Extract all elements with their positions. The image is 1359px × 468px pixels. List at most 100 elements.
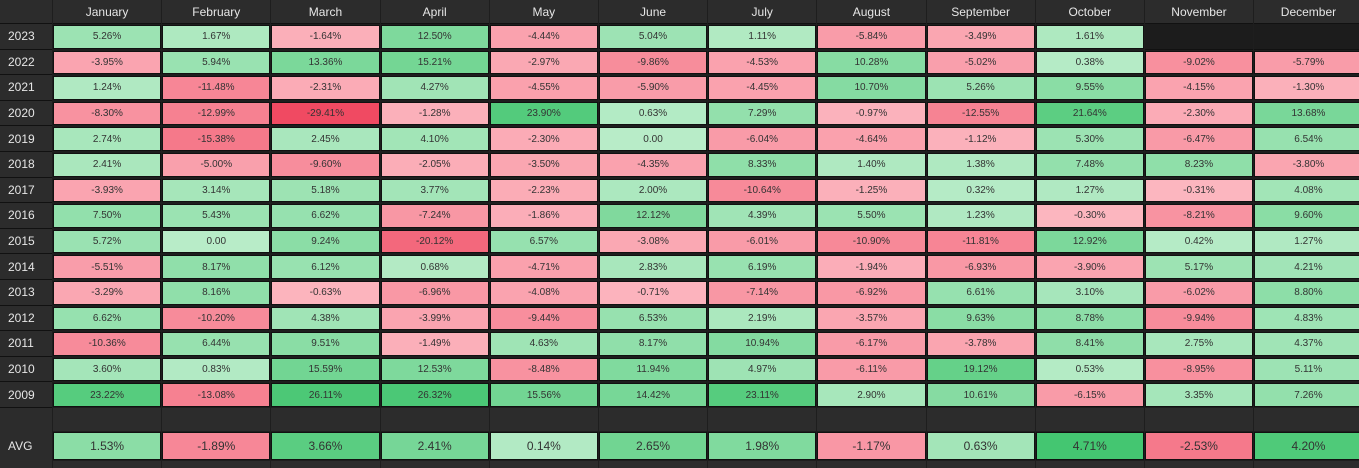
- return-cell[interactable]: 1.24%: [53, 76, 162, 100]
- return-cell[interactable]: 6.19%: [708, 255, 817, 279]
- return-cell[interactable]: 8.41%: [1035, 332, 1144, 356]
- return-cell[interactable]: -4.55%: [489, 76, 598, 100]
- return-cell[interactable]: -4.64%: [817, 127, 926, 151]
- return-cell[interactable]: 2.90%: [817, 383, 926, 407]
- return-cell[interactable]: -0.71%: [598, 280, 708, 305]
- row-header-2021[interactable]: 2021: [0, 75, 52, 101]
- return-cell[interactable]: 8.16%: [162, 280, 271, 305]
- return-cell[interactable]: -5.00%: [162, 152, 271, 177]
- return-cell[interactable]: 7.26%: [1254, 383, 1359, 407]
- return-cell[interactable]: -4.08%: [489, 280, 598, 305]
- return-cell[interactable]: 5.94%: [162, 50, 271, 75]
- return-cell[interactable]: 4.37%: [1254, 332, 1359, 356]
- return-cell[interactable]: 7.50%: [53, 204, 162, 228]
- return-cell[interactable]: -20.12%: [380, 229, 489, 254]
- return-cell[interactable]: -0.31%: [1144, 178, 1254, 203]
- column-header-april[interactable]: April: [380, 0, 489, 24]
- avg-cell-october[interactable]: 4.71%: [1035, 431, 1144, 460]
- return-cell[interactable]: -6.17%: [817, 332, 926, 356]
- return-cell[interactable]: -9.44%: [489, 306, 598, 331]
- avg-cell-july[interactable]: 1.98%: [708, 431, 817, 460]
- return-cell[interactable]: 5.04%: [598, 25, 708, 49]
- return-cell[interactable]: -9.60%: [271, 152, 380, 177]
- return-cell[interactable]: 6.53%: [598, 306, 708, 331]
- return-cell[interactable]: 0.68%: [380, 255, 489, 279]
- return-cell[interactable]: -3.90%: [1035, 255, 1144, 279]
- return-cell[interactable]: -8.95%: [1144, 357, 1254, 382]
- return-cell[interactable]: 10.94%: [708, 332, 817, 356]
- return-cell[interactable]: -1.64%: [271, 25, 380, 49]
- avg-cell-december[interactable]: 4.20%: [1254, 431, 1359, 460]
- return-cell[interactable]: 1.38%: [926, 152, 1035, 177]
- column-header-may[interactable]: May: [489, 0, 598, 24]
- row-header-2015[interactable]: 2015: [0, 228, 52, 255]
- return-cell[interactable]: 4.39%: [708, 204, 817, 228]
- column-header-june[interactable]: June: [598, 0, 708, 24]
- return-cell[interactable]: 4.97%: [708, 357, 817, 382]
- return-cell[interactable]: 5.43%: [162, 204, 271, 228]
- return-cell[interactable]: 1.11%: [708, 25, 817, 49]
- return-cell[interactable]: 9.55%: [1035, 76, 1144, 100]
- return-cell[interactable]: 5.18%: [271, 178, 380, 203]
- row-header-2013[interactable]: 2013: [0, 279, 52, 306]
- return-cell[interactable]: 2.83%: [598, 255, 708, 279]
- return-cell[interactable]: 6.57%: [489, 229, 598, 254]
- return-cell[interactable]: -1.49%: [380, 332, 489, 356]
- row-header-2020[interactable]: 2020: [0, 100, 52, 127]
- row-header-2022[interactable]: 2022: [0, 49, 52, 76]
- return-cell[interactable]: 4.27%: [380, 76, 489, 100]
- avg-cell-august[interactable]: -1.17%: [817, 431, 926, 460]
- return-cell[interactable]: 0.83%: [162, 357, 271, 382]
- return-cell[interactable]: 5.30%: [1035, 127, 1144, 151]
- return-cell[interactable]: -8.21%: [1144, 204, 1254, 228]
- return-cell[interactable]: 4.10%: [380, 127, 489, 151]
- row-header-2010[interactable]: 2010: [0, 356, 52, 383]
- return-cell[interactable]: -3.78%: [926, 332, 1035, 356]
- avg-cell-june[interactable]: 2.65%: [598, 431, 708, 460]
- return-cell[interactable]: 7.29%: [708, 101, 817, 126]
- return-cell[interactable]: 13.36%: [271, 50, 380, 75]
- return-cell[interactable]: -3.99%: [380, 306, 489, 331]
- return-cell[interactable]: 12.50%: [380, 25, 489, 49]
- return-cell[interactable]: 15.59%: [271, 357, 380, 382]
- return-cell[interactable]: -11.48%: [162, 76, 271, 100]
- return-cell[interactable]: -6.92%: [817, 280, 926, 305]
- return-cell[interactable]: -2.97%: [489, 50, 598, 75]
- return-cell[interactable]: 1.40%: [817, 152, 926, 177]
- return-cell[interactable]: -1.86%: [489, 204, 598, 228]
- return-cell[interactable]: -6.11%: [817, 357, 926, 382]
- return-cell[interactable]: 4.38%: [271, 306, 380, 331]
- return-cell[interactable]: -2.30%: [489, 127, 598, 151]
- return-cell[interactable]: -5.02%: [926, 50, 1035, 75]
- return-cell[interactable]: 12.12%: [598, 204, 708, 228]
- return-cell[interactable]: 2.74%: [53, 127, 162, 151]
- return-cell[interactable]: 9.51%: [271, 332, 380, 356]
- row-header-2018[interactable]: 2018: [0, 151, 52, 178]
- return-cell[interactable]: 2.45%: [271, 127, 380, 151]
- column-header-july[interactable]: July: [708, 0, 817, 24]
- return-cell[interactable]: 5.72%: [53, 229, 162, 254]
- return-cell[interactable]: -3.80%: [1254, 152, 1359, 177]
- return-cell[interactable]: 10.28%: [817, 50, 926, 75]
- column-header-march[interactable]: March: [271, 0, 380, 24]
- return-cell[interactable]: 3.77%: [380, 178, 489, 203]
- return-cell[interactable]: -8.30%: [53, 101, 162, 126]
- return-cell[interactable]: -8.48%: [489, 357, 598, 382]
- return-cell[interactable]: 12.92%: [1035, 229, 1144, 254]
- return-cell[interactable]: -3.95%: [53, 50, 162, 75]
- return-cell[interactable]: -1.30%: [1254, 76, 1359, 100]
- return-cell[interactable]: 23.11%: [708, 383, 817, 407]
- return-cell[interactable]: 3.10%: [1035, 280, 1144, 305]
- return-cell[interactable]: 8.33%: [708, 152, 817, 177]
- return-cell[interactable]: -7.24%: [380, 204, 489, 228]
- return-cell[interactable]: 6.44%: [162, 332, 271, 356]
- return-cell[interactable]: 0.00: [162, 229, 271, 254]
- avg-cell-january[interactable]: 1.53%: [53, 431, 162, 460]
- return-cell[interactable]: -3.49%: [926, 25, 1035, 49]
- return-cell[interactable]: -2.31%: [271, 76, 380, 100]
- return-cell[interactable]: -0.63%: [271, 280, 380, 305]
- avg-cell-february[interactable]: -1.89%: [162, 431, 271, 460]
- return-cell[interactable]: -6.04%: [708, 127, 817, 151]
- row-header-2019[interactable]: 2019: [0, 126, 52, 152]
- return-cell[interactable]: -4.15%: [1144, 76, 1254, 100]
